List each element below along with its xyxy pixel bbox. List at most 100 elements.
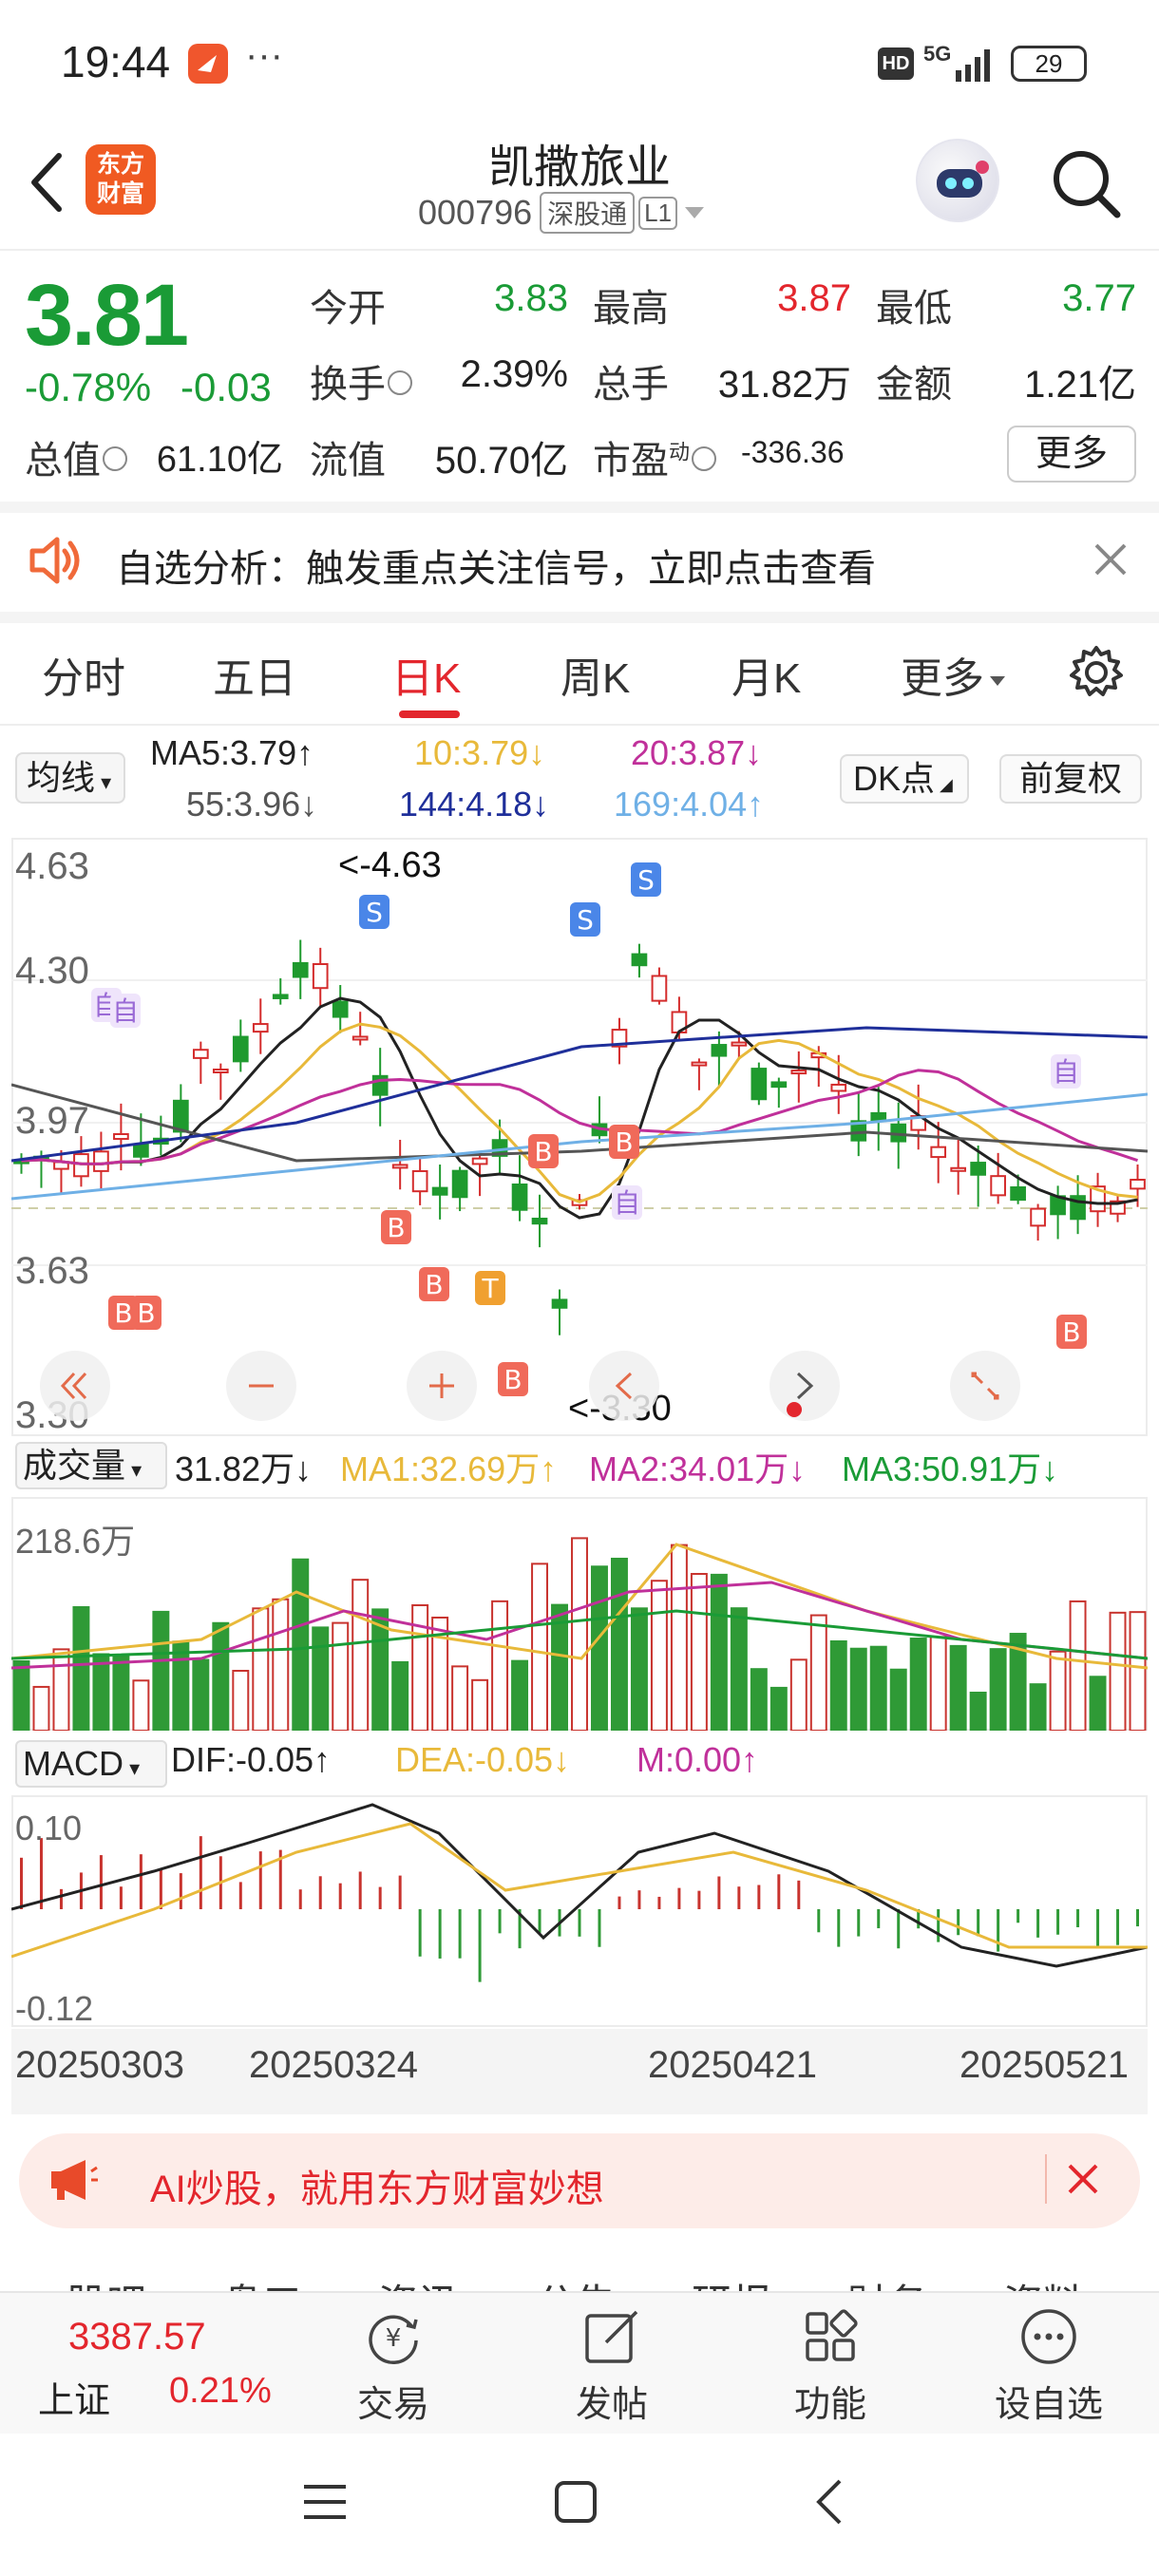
sub-tab-guba[interactable]: 股吧	[66, 2272, 146, 2291]
index-quote[interactable]: 3387.57 上证 0.21%	[0, 2293, 285, 2435]
signal-badge	[381, 1210, 411, 1244]
info-icon[interactable]	[103, 446, 127, 472]
adjust-price-button[interactable]: 前复权	[999, 754, 1142, 804]
ma5-legend: MA5:3.79↑	[150, 733, 314, 772]
tab-intraday[interactable]: 分时	[42, 655, 125, 702]
zoom-out-button[interactable]	[226, 1351, 296, 1421]
candle-body	[411, 1169, 428, 1193]
robot-assistant-icon[interactable]	[916, 139, 999, 222]
search-icon[interactable]	[1049, 146, 1125, 222]
tab-weekly-k[interactable]: 周K	[560, 655, 631, 702]
float-value: 50.70亿	[434, 440, 568, 482]
signal-label: T	[481, 1273, 499, 1304]
minus-icon	[249, 1384, 274, 1388]
menu-icon[interactable]	[300, 2477, 350, 2527]
volume-bar	[292, 1558, 310, 1731]
sub-tab-profile[interactable]: 资料	[1003, 2272, 1083, 2291]
step-right-button[interactable]	[770, 1351, 840, 1421]
tab-more-label: 更多	[901, 655, 984, 702]
macd-chart[interactable]	[11, 1795, 1148, 2027]
volume-bar	[471, 1678, 489, 1731]
volume-bar	[352, 1579, 370, 1731]
ma169-legend: 169:4.04↑	[614, 785, 765, 824]
volume-bar	[809, 1614, 827, 1731]
signal-badge	[498, 1362, 528, 1396]
analysis-notice[interactable]: 自选分析：触发重点关注信号，立即点击查看	[0, 513, 1159, 612]
macd-indicator-select[interactable]: MACD ▾	[15, 1740, 167, 1788]
info-icon[interactable]	[388, 370, 412, 396]
tab-daily-k[interactable]: 日K	[391, 655, 462, 702]
volume-legend: 31.82万↓	[175, 1449, 313, 1488]
volume-bar	[630, 1607, 648, 1731]
ma144-legend: 144:4.18↓	[399, 785, 550, 824]
candle-body	[173, 1099, 189, 1133]
volume-bar	[909, 1638, 927, 1731]
ma20-legend: 20:3.87↓	[631, 733, 763, 772]
volume-bar	[889, 1668, 907, 1731]
signal-marker: B	[1056, 1315, 1087, 1349]
float-value-label: 流值	[310, 440, 386, 482]
fullscreen-button[interactable]	[950, 1351, 1020, 1421]
volume-bar	[1109, 1611, 1127, 1731]
candle-body	[312, 962, 329, 990]
candle-body	[1130, 1179, 1146, 1190]
more-quote-button[interactable]: 更多	[1007, 426, 1136, 483]
volume-bar	[1009, 1633, 1027, 1731]
info-icon[interactable]	[692, 446, 717, 472]
index-percent: 0.21%	[169, 2371, 272, 2411]
close-icon[interactable]	[1091, 540, 1130, 579]
home-icon[interactable]	[551, 2477, 600, 2527]
sub-tab-announcements[interactable]: 公告	[536, 2272, 616, 2291]
tab-more[interactable]: 更多	[901, 644, 1005, 705]
chart-period-tabs: 分时 五日 日K 周K 月K 更多	[0, 623, 1159, 724]
volume-indicator-select[interactable]: 成交量 ▾	[15, 1442, 167, 1489]
volume-bar	[72, 1605, 90, 1731]
candle-body	[272, 994, 289, 999]
functions-button[interactable]: 功能	[754, 2306, 906, 2427]
add-watchlist-button[interactable]: 设自选	[973, 2306, 1125, 2427]
sub-tab-finance[interactable]: 财务	[847, 2272, 927, 2291]
candles	[13, 939, 1146, 1335]
candle-body	[711, 1044, 728, 1057]
candle-body	[750, 1068, 768, 1101]
signal-marker: B	[528, 1134, 559, 1168]
volume-bar	[52, 1648, 70, 1731]
dea-legend: DEA:-0.05↓	[395, 1740, 571, 1779]
zoom-in-button[interactable]	[407, 1351, 477, 1421]
sub-tab-research[interactable]: 研报	[692, 2272, 771, 2291]
volume-ma1-legend: MA1:32.69万↑	[340, 1449, 558, 1488]
volume-bar	[929, 1636, 947, 1731]
m-legend: M:0.00↑	[636, 1740, 759, 1779]
indicator-select[interactable]: 均线 ▾	[15, 752, 125, 804]
step-left-button[interactable]	[589, 1351, 659, 1421]
sub-tab-news[interactable]: 资讯	[378, 2272, 458, 2291]
volume-bar	[1049, 1650, 1067, 1731]
functions-label: 功能	[793, 2385, 866, 2425]
volume-bar	[1069, 1600, 1087, 1731]
pe-label: 市盈动	[593, 429, 717, 484]
tab-five-day[interactable]: 五日	[213, 655, 296, 702]
back-arrow-icon[interactable]	[21, 144, 78, 220]
tab-monthly-k[interactable]: 月K	[732, 655, 802, 702]
market-tag: 深股通	[540, 192, 636, 234]
volume-bar	[132, 1679, 150, 1731]
gear-icon[interactable]	[1068, 644, 1125, 701]
signal-label: 自	[614, 1187, 640, 1219]
sub-tab-pankou[interactable]: 盘口	[222, 2272, 302, 2291]
scroll-left-button[interactable]	[40, 1351, 110, 1421]
trade-button[interactable]: ¥ 交易	[317, 2306, 469, 2427]
nav-back-icon[interactable]	[806, 2477, 855, 2527]
dk-point-button[interactable]: DK点 ◢	[840, 754, 969, 804]
stock-code-selector[interactable]: 000796 深股通 L1	[418, 192, 705, 234]
volume-bar	[710, 1573, 728, 1731]
signal-label: B	[387, 1212, 405, 1243]
volume-chart[interactable]	[11, 1497, 1148, 1731]
ai-ad-banner[interactable]	[19, 2133, 1140, 2228]
ma-line	[21, 1069, 1138, 1165]
close-icon[interactable]	[1066, 2162, 1100, 2196]
amount-label: 金额	[876, 364, 952, 406]
signal-icon	[956, 49, 990, 82]
post-button[interactable]: 发帖	[536, 2306, 688, 2427]
